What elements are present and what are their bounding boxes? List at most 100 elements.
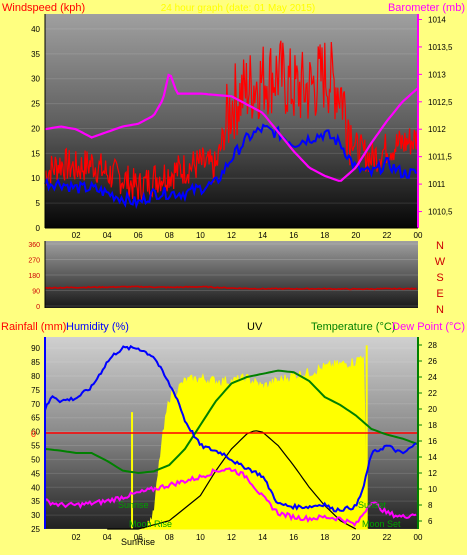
gust-series <box>44 123 418 210</box>
dir-letter-s: S <box>436 272 443 284</box>
barometer-series <box>44 73 419 182</box>
direction-letters: N W S E N <box>435 240 446 316</box>
humidity-y-tick: 40 <box>31 483 40 492</box>
wind-y-tick: 0 <box>36 224 41 233</box>
dewpoint-series <box>44 467 417 527</box>
wind-x-tick: 16 <box>289 231 298 240</box>
wind-y-tick: 10 <box>31 174 40 183</box>
chart-title: 24 hour graph (date: 01 May 2015) <box>161 3 316 14</box>
direction-y-tick: 360 <box>28 242 40 249</box>
sunset-annotation: Sunset <box>358 500 387 510</box>
humidity-x-tick: 12 <box>227 533 236 542</box>
direction-plot-layer <box>44 243 418 307</box>
wind-y-tick: 25 <box>31 100 40 109</box>
temp-y-tick: 22 <box>428 389 437 398</box>
humidity-y-tick: 60 <box>31 428 40 437</box>
wind-y-tick: 35 <box>31 50 40 59</box>
moonrise-annotation: Moon Rise <box>129 519 172 529</box>
rain-zero-label: 0 <box>31 429 36 439</box>
dir-letter-w: W <box>435 256 446 268</box>
temp-y-tick: 6 <box>428 517 433 526</box>
temp-y-tick: 26 <box>428 357 437 366</box>
humidity-x-tick: 22 <box>382 533 391 542</box>
temp-y-tick: 10 <box>428 485 437 494</box>
humidity-y-tick: 45 <box>31 469 40 478</box>
humidity-y-tick: 85 <box>31 358 40 367</box>
direction-y-tick: 180 <box>28 273 40 280</box>
windspeed-axis-title: Windspeed (kph) <box>2 2 85 14</box>
temp-y-tick: 14 <box>428 453 437 462</box>
humidity-y-tick: 90 <box>31 344 40 353</box>
wind-y-tick: 40 <box>31 25 40 34</box>
temp-y-tick: 16 <box>428 437 437 446</box>
baro-y-tick: 1012,5 <box>428 98 453 107</box>
direction-panel-bg <box>45 241 418 308</box>
wind-y-tick: 30 <box>31 75 40 84</box>
direction-y-tick: 270 <box>28 258 40 265</box>
humidity-y-tick: 80 <box>31 372 40 381</box>
wind-x-tick: 08 <box>165 231 174 240</box>
humidity-x-tick: 08 <box>165 533 174 542</box>
humidity-axis-title: Humidity (%) <box>66 321 129 333</box>
humidity-x-tick: 00 <box>414 533 423 542</box>
wind-x-tick: 14 <box>258 231 267 240</box>
wind-tick-labels: 05101520253035401010,510111011,510121012… <box>31 15 453 240</box>
wind-x-tick: 20 <box>351 231 360 240</box>
humidity-x-tick: 02 <box>72 533 81 542</box>
temp-y-tick: 24 <box>428 373 437 382</box>
humidity-y-tick: 35 <box>31 497 40 506</box>
dir-letter-n-top: N <box>436 240 444 252</box>
temp-y-tick: 12 <box>428 469 437 478</box>
baro-y-tick: 1013,5 <box>428 43 453 52</box>
dir-letter-e: E <box>436 288 443 300</box>
humidity-x-tick: 06 <box>134 533 143 542</box>
moonset-annotation: Moon Set <box>362 519 401 529</box>
dir-letter-n-bottom: N <box>436 304 444 316</box>
humidity-y-tick: 30 <box>31 511 40 520</box>
temp-y-tick: 18 <box>428 421 437 430</box>
humidity-series <box>44 344 417 513</box>
humidity-y-tick: 65 <box>31 414 40 423</box>
sunrise-annotation: Sunrise <box>118 500 149 510</box>
baro-y-tick: 1011 <box>428 180 446 189</box>
baro-y-tick: 1014 <box>428 15 446 24</box>
wind-x-tick: 04 <box>103 231 112 240</box>
temp-y-tick: 8 <box>428 501 433 510</box>
humidity-x-tick: 18 <box>320 533 329 542</box>
wind-x-tick: 22 <box>382 231 391 240</box>
humidity-x-tick: 20 <box>351 533 360 542</box>
wind-plot-layer <box>44 28 419 229</box>
barometer-axis-title: Barometer (mb) <box>388 2 465 14</box>
humidity-y-tick: 25 <box>31 525 40 534</box>
dewpoint-axis-title: Dew Point (°C) <box>392 321 465 333</box>
humidity-y-tick: 70 <box>31 400 40 409</box>
wind-x-tick: 10 <box>196 231 205 240</box>
baro-y-tick: 1013 <box>428 70 446 79</box>
wind-y-tick: 20 <box>31 124 40 133</box>
humidity-plot-layer <box>44 344 419 531</box>
temperature-series <box>44 369 419 475</box>
uv-axis-title: UV <box>247 321 263 333</box>
direction-y-tick: 0 <box>36 304 40 311</box>
humidity-x-tick: 14 <box>258 533 267 542</box>
baro-y-tick: 1011,5 <box>428 153 452 162</box>
humidity-y-tick: 55 <box>31 442 40 451</box>
humidity-tick-labels: 25 30 35 40 45 50 55 60 65 70 75 80 85 90 6 8 10 12 14 16 18… <box>31 341 437 542</box>
wind-x-tick: 12 <box>227 231 236 240</box>
sunrise-time-label: SunRise <box>121 537 155 547</box>
humidity-x-tick: 16 <box>289 533 298 542</box>
temp-y-tick: 20 <box>428 405 437 414</box>
humidity-x-tick: 10 <box>196 533 205 542</box>
wind-x-tick: 02 <box>72 231 81 240</box>
windspeed-series <box>44 40 419 203</box>
humidity-x-tick: 04 <box>103 533 112 542</box>
uv-area <box>132 355 369 531</box>
solar-series <box>107 430 357 530</box>
baro-y-tick: 1010,5 <box>428 208 453 217</box>
wind-x-tick: 06 <box>134 231 143 240</box>
humidity-y-tick: 50 <box>31 455 40 464</box>
direction-tick-labels: 0 90 180 270 360 <box>28 242 40 311</box>
baro-y-tick: 1012 <box>428 125 446 134</box>
